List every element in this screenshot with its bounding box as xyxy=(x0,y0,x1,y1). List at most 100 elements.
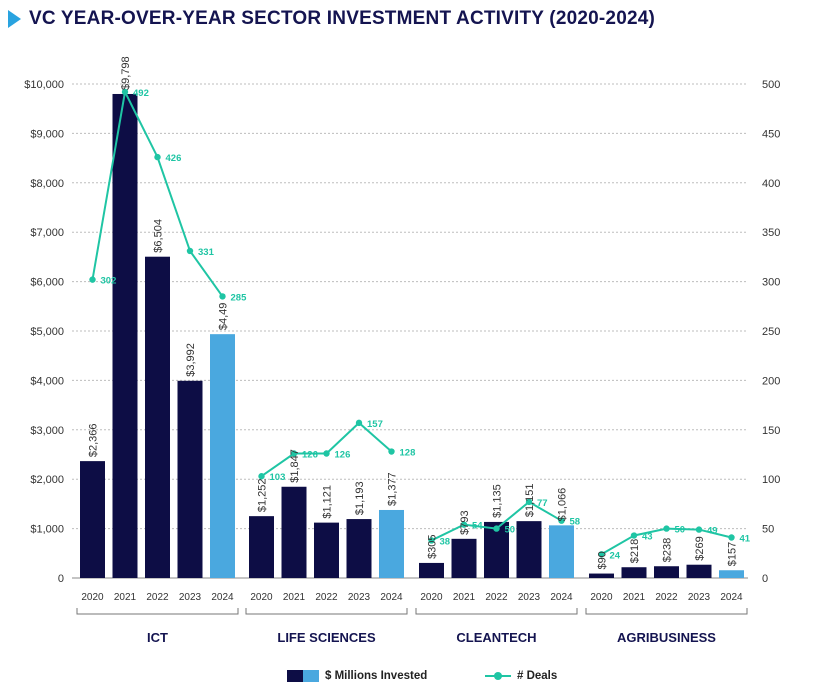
left-tick-label: $2,000 xyxy=(30,474,64,486)
bar-agribusiness-2022 xyxy=(654,566,679,578)
deals-label: 41 xyxy=(740,533,751,544)
bar-value-label: $90 xyxy=(597,551,609,569)
deals-lines xyxy=(89,88,735,558)
bar-ict-2021 xyxy=(112,93,138,579)
deals-point xyxy=(290,450,298,457)
deals-point xyxy=(121,88,129,96)
bar-value-label: $218 xyxy=(629,539,641,563)
bar-value-label: $1,151 xyxy=(524,483,536,517)
right-tick-label: 50 xyxy=(762,524,774,536)
bar-value-label: $1,193 xyxy=(354,481,366,515)
deals-label: 50 xyxy=(505,525,516,536)
deals-label: 77 xyxy=(537,498,548,509)
deals-point xyxy=(89,276,96,283)
deals-label: 331 xyxy=(198,247,215,258)
right-tick-label: 400 xyxy=(762,178,780,190)
bar-value-label: $2,366 xyxy=(88,423,100,457)
deals-label: 54 xyxy=(472,521,483,532)
deals-point xyxy=(355,419,363,427)
bars xyxy=(80,93,744,579)
legend-invested-label: $ Millions Invested xyxy=(325,670,428,682)
title-arrow-icon xyxy=(8,10,21,28)
year-tick-label: 2020 xyxy=(420,592,443,603)
bar-cleantech-2024 xyxy=(549,525,574,578)
year-tick-label: 2024 xyxy=(211,592,234,603)
year-tick-label: 2020 xyxy=(590,592,613,603)
year-tick-label: 2023 xyxy=(348,592,371,603)
x-axis: 2020 2021 2022 2023 2024 ICT 2020 2021 2022 2023 2… xyxy=(76,592,748,645)
left-tick-label: $8,000 xyxy=(30,178,64,190)
bar-cleantech-2021 xyxy=(451,538,477,578)
group-label-agribusiness: AGRIBUSINESS xyxy=(617,630,716,645)
right-tick-label: 300 xyxy=(762,277,780,289)
deals-label: 24 xyxy=(610,550,621,561)
deals-point xyxy=(558,517,565,524)
year-tick-label: 2021 xyxy=(623,592,646,603)
bar-agribusiness-2021 xyxy=(621,567,647,578)
left-tick-label: $7,000 xyxy=(30,227,64,239)
bar-value-label: $238 xyxy=(662,538,674,562)
deals-point xyxy=(695,526,703,533)
bar-ict-2022 xyxy=(145,256,170,578)
deals-point xyxy=(388,448,395,455)
legend-deals-label: # Deals xyxy=(517,670,558,682)
right-tick-label: 200 xyxy=(762,375,780,387)
group-label-ict: ICT xyxy=(147,630,168,645)
year-tick-label: 2021 xyxy=(114,592,137,603)
chart-title-text: VC YEAR-OVER-YEAR SECTOR INVESTMENT ACTI… xyxy=(29,8,656,29)
year-tick-label: 2020 xyxy=(250,592,273,603)
deals-point xyxy=(728,534,735,541)
bar-agribusiness-2024 xyxy=(719,570,744,578)
deals-label: 426 xyxy=(166,153,182,164)
deals-label: 49 xyxy=(707,526,718,537)
left-tick-label: $10,000 xyxy=(24,79,64,91)
year-tick-label: 2024 xyxy=(720,592,743,603)
value-labels: $2,366 $9,798 $6,504 $3,992 $4,49 302 492 426 33… xyxy=(88,56,751,569)
deals-point xyxy=(460,521,468,528)
legend-swatch-latest xyxy=(303,670,319,682)
bar-value-label: $4,49 xyxy=(218,303,230,331)
right-axis: 0 50 100 150 200 250 300 350 400 450 500 xyxy=(762,79,780,585)
deals-label: 50 xyxy=(675,525,686,536)
bar-agribusiness-2023 xyxy=(686,564,712,578)
deals-line-life-sciences xyxy=(260,421,393,478)
bar-value-label: $1,121 xyxy=(322,485,334,519)
year-tick-label: 2020 xyxy=(81,592,104,603)
year-tick-label: 2023 xyxy=(179,592,202,603)
year-tick-label: 2021 xyxy=(453,592,476,603)
year-tick-label: 2023 xyxy=(518,592,541,603)
bar-value-label: $1,377 xyxy=(387,472,399,506)
right-tick-label: 150 xyxy=(762,425,780,437)
right-tick-label: 250 xyxy=(762,326,780,338)
group-bracket xyxy=(76,608,239,615)
bar-value-label: $157 xyxy=(727,542,739,566)
year-tick-label: 2024 xyxy=(550,592,573,603)
deals-point xyxy=(323,450,330,457)
group-bracket xyxy=(415,608,578,615)
year-tick-label: 2024 xyxy=(380,592,403,603)
year-tick-label: 2022 xyxy=(655,592,678,603)
sector-investment-chart: 0 $1,000 $2,000 $3,000 $4,000 $5,000 $6,000 $7,… xyxy=(24,56,780,645)
right-tick-label: 500 xyxy=(762,79,780,91)
bar-life-sciences-2023 xyxy=(346,519,372,578)
left-tick-label: $4,000 xyxy=(30,375,64,387)
right-tick-label: 100 xyxy=(762,474,780,486)
deals-point xyxy=(428,537,435,544)
bar-value-label: $1,252 xyxy=(257,478,269,512)
deals-point xyxy=(493,525,500,532)
group-bracket xyxy=(245,608,408,615)
deals-point xyxy=(219,293,226,300)
deals-label: 103 xyxy=(270,472,286,483)
year-tick-label: 2023 xyxy=(688,592,711,603)
bar-cleantech-2023 xyxy=(516,521,542,578)
bar-value-label: $793 xyxy=(459,510,471,534)
deals-label: 43 xyxy=(642,532,653,543)
bar-ict-2020 xyxy=(80,461,105,578)
left-tick-label: $3,000 xyxy=(30,425,64,437)
deals-point xyxy=(258,473,265,480)
year-tick-label: 2022 xyxy=(315,592,338,603)
bar-life-sciences-2020 xyxy=(249,516,274,578)
legend-invested: $ Millions Invested xyxy=(287,670,427,682)
legend-deals: # Deals xyxy=(485,670,557,682)
bar-ict-2023 xyxy=(177,380,203,578)
